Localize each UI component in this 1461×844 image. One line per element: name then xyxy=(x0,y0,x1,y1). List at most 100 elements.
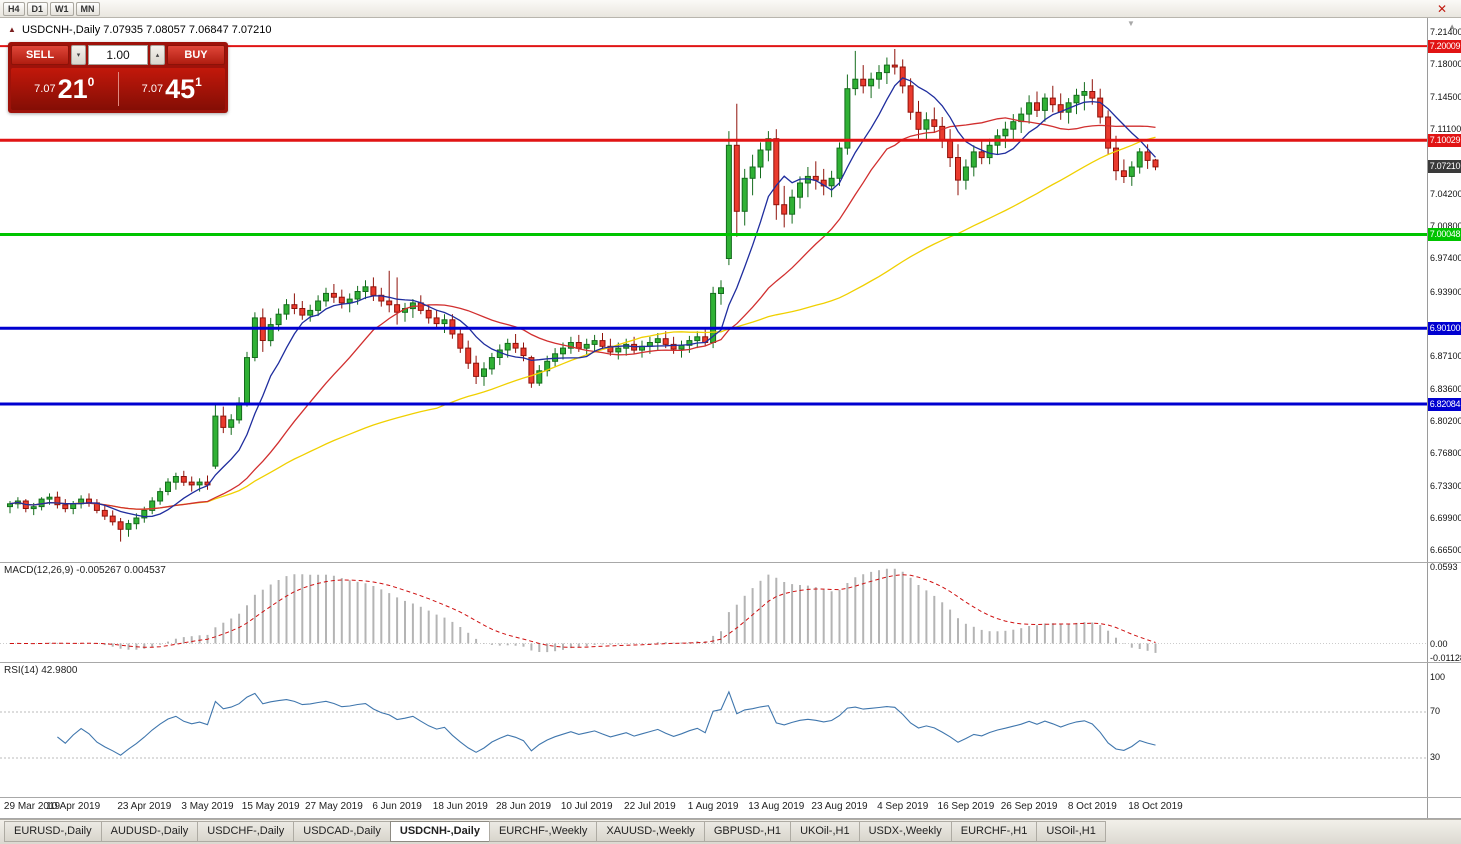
chart-title-symbol: USDCNH-,Daily xyxy=(21,24,101,36)
chart-tab-usoil-h1[interactable]: USOil-,H1 xyxy=(1036,821,1106,842)
candle xyxy=(465,347,472,364)
candle xyxy=(789,196,796,215)
candle xyxy=(536,370,543,384)
rsi-axis-label: 100 xyxy=(1430,671,1446,682)
one-click-trading-panel: SELL ▾ 1.00 ▴ BUY 7.07 21 0 7.07 45 1 xyxy=(8,42,228,113)
price-axis-label: 6.93900 xyxy=(1430,286,1461,297)
candle xyxy=(1010,121,1017,130)
candle xyxy=(970,151,977,168)
candle xyxy=(678,344,685,350)
volume-decrease-icon[interactable]: ▾ xyxy=(71,45,86,65)
chart-tab-usdx-weekly[interactable]: USDX-,Weekly xyxy=(858,821,952,842)
panel-separator[interactable] xyxy=(0,797,1461,798)
sell-button[interactable]: SELL xyxy=(11,45,69,65)
candle xyxy=(725,144,732,259)
candle xyxy=(425,309,432,319)
date-axis-label: 29 Mar 2019 xyxy=(3,801,61,812)
timeframe-d1-button[interactable]: D1 xyxy=(26,1,49,16)
candle xyxy=(330,292,337,298)
buy-price-point: 1 xyxy=(195,75,202,89)
candle xyxy=(891,64,898,68)
candle xyxy=(662,338,669,345)
price-axis[interactable]: ▲ 7.21400 7.18000 7.14500 7.11100 7.04200 7.0… xyxy=(1427,18,1461,818)
candle xyxy=(1073,94,1080,104)
price-divider xyxy=(117,72,119,106)
ma-line-21 xyxy=(9,117,1156,510)
sell-price-button[interactable]: 7.07 21 0 xyxy=(11,68,118,110)
candle xyxy=(899,66,906,87)
candle xyxy=(1113,147,1119,172)
panel-separator[interactable] xyxy=(0,662,1461,663)
macd-indicator-panel: MACD(12,26,9) -0.005267 0.004537 xyxy=(0,563,1427,662)
price-axis-label: 7.04200 xyxy=(1430,189,1461,200)
chart-tab-eurusd-daily[interactable]: EURUSD-,Daily xyxy=(4,821,102,842)
candle xyxy=(860,78,867,87)
candle xyxy=(251,317,258,358)
price-axis-label: 6.83600 xyxy=(1430,383,1461,394)
chart-tab-usdcad-daily[interactable]: USDCAD-,Daily xyxy=(293,821,391,842)
candle xyxy=(481,368,487,377)
chart-tab-usdcnh-daily[interactable]: USDCNH-,Daily xyxy=(389,821,490,842)
buy-price-button[interactable]: 7.07 45 1 xyxy=(119,68,226,110)
candle xyxy=(797,182,803,198)
candlestick-chart[interactable] xyxy=(0,18,1427,562)
volume-input[interactable]: 1.00 xyxy=(88,45,148,65)
price-axis-label: 6.69900 xyxy=(1430,512,1461,523)
macd-signal-line xyxy=(9,574,1156,648)
price-axis-label: 7.21400 xyxy=(1430,27,1461,37)
sell-price-pips: 21 xyxy=(57,73,88,104)
date-axis-label: 6 Jun 2019 xyxy=(372,801,422,812)
candle xyxy=(386,300,393,306)
buy-price-prefix: 7.07 xyxy=(141,83,164,95)
candle xyxy=(923,119,930,130)
macd-label: MACD(12,26,9) -0.005267 0.004537 xyxy=(4,565,166,576)
date-axis-label: 23 Apr 2019 xyxy=(117,801,172,812)
close-icon[interactable]: ✕ xyxy=(1436,2,1447,16)
candle xyxy=(986,144,993,159)
macd-axis-label: 0.0593 xyxy=(1430,562,1458,572)
candle xyxy=(165,481,171,493)
candle xyxy=(955,157,961,181)
chart-tab-usdchf-daily[interactable]: USDCHF-,Daily xyxy=(197,821,295,842)
candle xyxy=(528,357,535,384)
candle xyxy=(101,509,108,517)
price-level-badge: 6.90100 xyxy=(1428,321,1461,335)
candle xyxy=(488,357,495,370)
date-axis-label: 4 Sep 2019 xyxy=(877,801,929,812)
chart-tab-audusd-daily[interactable]: AUDUSD-,Daily xyxy=(100,821,199,842)
candle xyxy=(670,343,677,350)
ma-line-8 xyxy=(9,77,1156,518)
sell-price-point: 0 xyxy=(87,75,95,89)
candle xyxy=(7,503,13,508)
timeframe-w1-button[interactable]: W1 xyxy=(50,1,74,16)
chart-tab-gbpusd-h1[interactable]: GBPUSD-,H1 xyxy=(703,821,792,842)
rsi-panel[interactable] xyxy=(0,663,1427,797)
chart-tab-ukoil-h1[interactable]: UKOil-,H1 xyxy=(790,821,860,842)
candle xyxy=(757,149,764,168)
candle xyxy=(133,517,140,525)
price-axis-label: 7.14500 xyxy=(1430,92,1461,103)
candle xyxy=(354,291,361,300)
candle xyxy=(931,119,938,127)
buy-button[interactable]: BUY xyxy=(167,45,225,65)
ma-line-55 xyxy=(9,136,1156,510)
candle xyxy=(828,177,835,187)
volume-increase-icon[interactable]: ▴ xyxy=(150,45,165,65)
timeframe-h4-button[interactable]: H4 xyxy=(3,1,25,16)
scroll-up-icon: ▲ xyxy=(1448,22,1456,31)
date-axis-label: 3 May 2019 xyxy=(181,801,234,812)
chart-tab-eurchf-h1[interactable]: EURCHF-,H1 xyxy=(950,821,1038,842)
candle xyxy=(180,476,187,483)
candle xyxy=(46,496,53,500)
chart-tab-eurchf-weekly[interactable]: EURCHF-,Weekly xyxy=(488,821,598,842)
candle xyxy=(1136,151,1143,168)
price-axis-label: 7.00800 xyxy=(1430,221,1461,232)
date-axis-label: 28 Jun 2019 xyxy=(495,801,552,812)
candle xyxy=(188,481,195,486)
timeframe-mn-button[interactable]: MN xyxy=(75,1,100,16)
macd-panel[interactable] xyxy=(0,563,1427,662)
date-axis[interactable]: 29 Mar 2019 10 Apr 2019 23 Apr 2019 3 May 2… xyxy=(0,799,1427,817)
panel-separator[interactable] xyxy=(0,562,1461,563)
chart-tab-xauusd-weekly[interactable]: XAUUSD-,Weekly xyxy=(596,821,705,842)
date-axis-label: 22 Jul 2019 xyxy=(624,801,676,812)
